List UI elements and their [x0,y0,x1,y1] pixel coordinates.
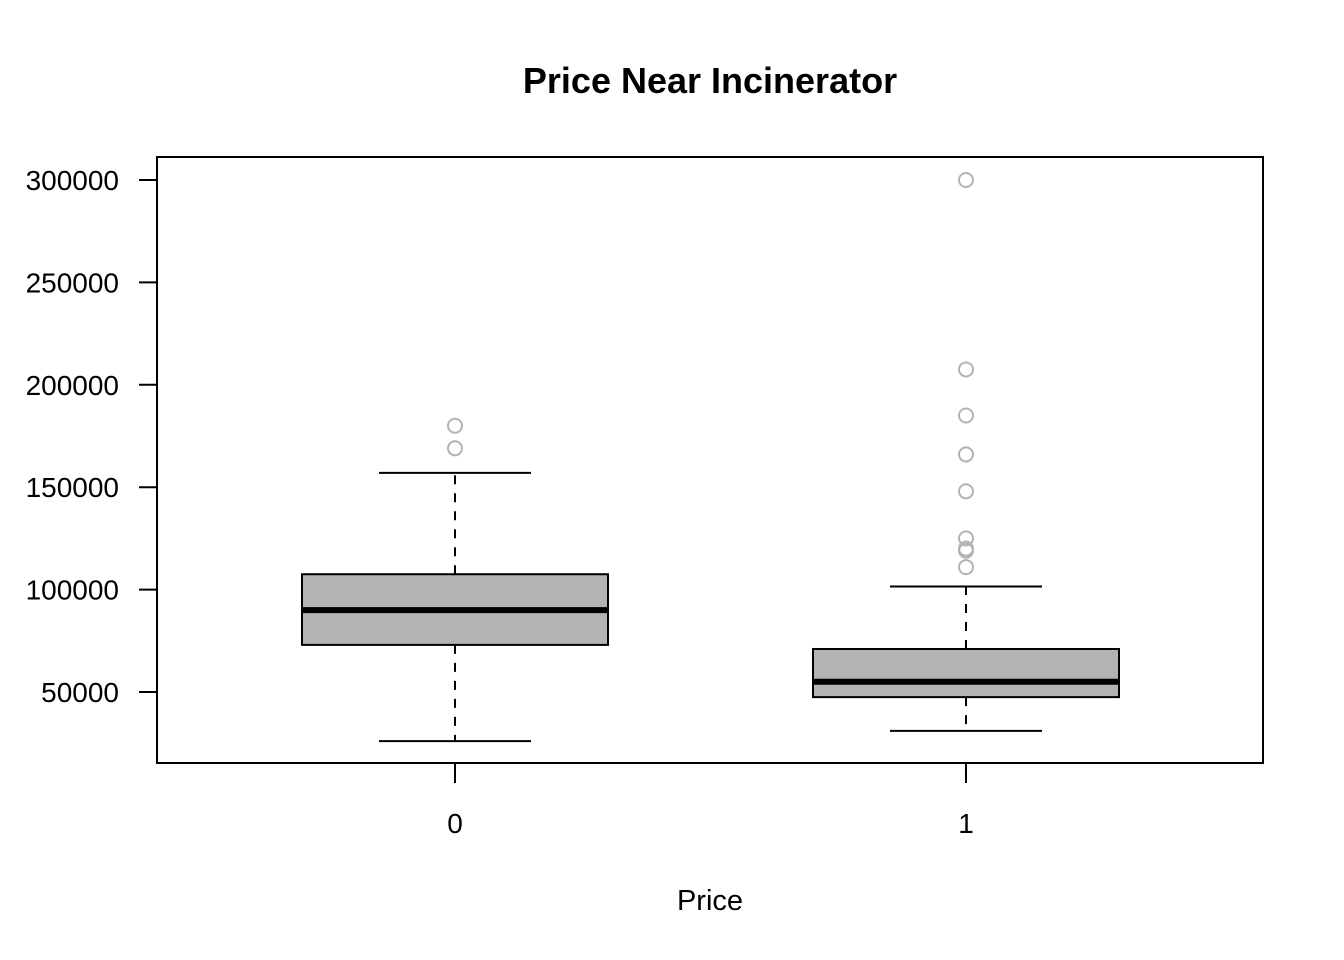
y-axis: 50000 100000 150000 200000 250000 300000 [26,165,158,708]
y-tick-label: 250000 [26,267,119,298]
outlier-point [958,446,974,463]
outlier-point [958,361,974,378]
x-tick-label: 1 [958,808,974,839]
box-group-1 [812,172,1120,732]
outlier-point [958,530,974,547]
boxes [301,172,1120,743]
y-tick-label: 150000 [26,472,119,503]
y-tick-label: 200000 [26,370,119,401]
x-axis-label: Price [677,885,743,917]
y-tick-label: 300000 [26,165,119,196]
outlier-point [958,559,974,576]
y-tick-label: 50000 [41,677,119,708]
outlier-point [958,540,974,557]
outlier-point [958,483,974,500]
outlier-point [958,172,974,188]
box-group-0 [301,417,609,743]
iqr-box [812,647,1120,699]
chart-title: Price Near Incinerator [523,60,897,101]
y-tick-label: 100000 [26,575,119,606]
x-tick-label: 0 [447,808,463,839]
outlier-point [958,407,974,424]
outlier-point [447,417,463,434]
outlier-point [447,440,463,457]
